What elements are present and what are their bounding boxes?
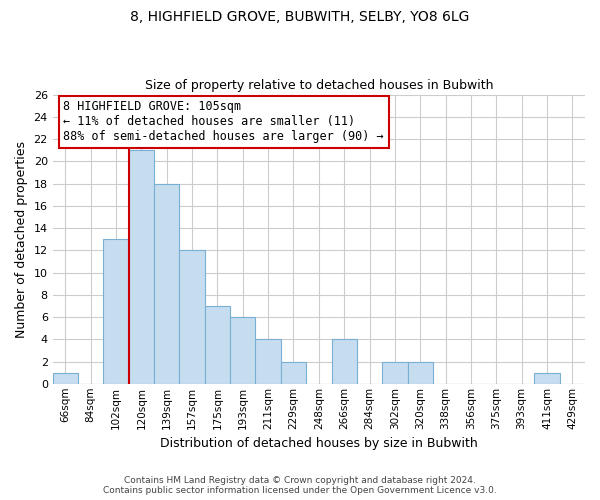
Bar: [281, 362, 306, 384]
Bar: [407, 362, 433, 384]
Title: Size of property relative to detached houses in Bubwith: Size of property relative to detached ho…: [145, 79, 493, 92]
Text: 8 HIGHFIELD GROVE: 105sqm
← 11% of detached houses are smaller (11)
88% of semi-: 8 HIGHFIELD GROVE: 105sqm ← 11% of detac…: [64, 100, 384, 144]
Bar: [103, 239, 129, 384]
Bar: [129, 150, 154, 384]
Bar: [382, 362, 407, 384]
Text: Contains HM Land Registry data © Crown copyright and database right 2024.
Contai: Contains HM Land Registry data © Crown c…: [103, 476, 497, 495]
Bar: [535, 372, 560, 384]
Text: 8, HIGHFIELD GROVE, BUBWITH, SELBY, YO8 6LG: 8, HIGHFIELD GROVE, BUBWITH, SELBY, YO8 …: [130, 10, 470, 24]
Bar: [332, 340, 357, 384]
Bar: [179, 250, 205, 384]
Y-axis label: Number of detached properties: Number of detached properties: [15, 140, 28, 338]
Bar: [230, 317, 256, 384]
Bar: [256, 340, 281, 384]
Bar: [53, 372, 78, 384]
Bar: [205, 306, 230, 384]
Bar: [154, 184, 179, 384]
X-axis label: Distribution of detached houses by size in Bubwith: Distribution of detached houses by size …: [160, 437, 478, 450]
